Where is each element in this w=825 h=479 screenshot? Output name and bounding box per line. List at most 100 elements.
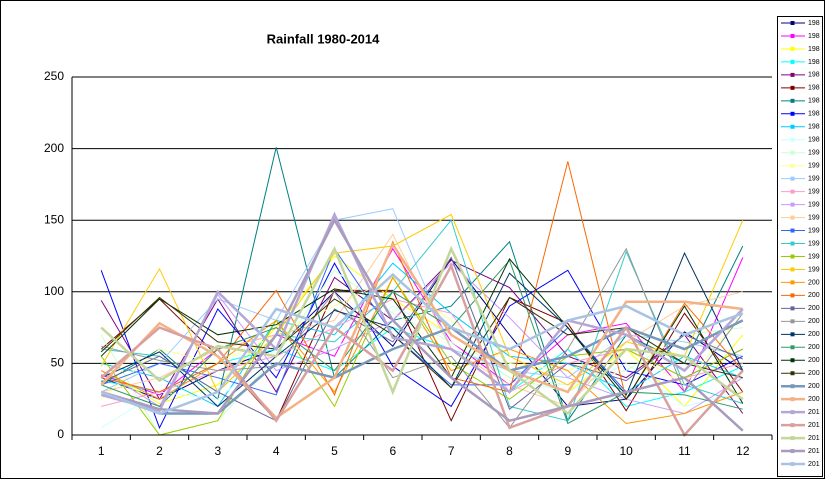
legend-label: 199 bbox=[808, 266, 820, 273]
y-tick-label: 0 bbox=[57, 427, 64, 441]
legend-label: 201 bbox=[808, 448, 820, 455]
legend-marker bbox=[790, 462, 795, 467]
legend-label: 200 bbox=[808, 292, 820, 299]
legend-marker bbox=[790, 21, 795, 25]
legend-label: 199 bbox=[808, 176, 820, 183]
legend-label: 198 bbox=[808, 85, 820, 92]
legend-label: 198 bbox=[808, 20, 820, 27]
legend-label: 200 bbox=[808, 357, 820, 364]
legend-label: 201 bbox=[808, 409, 820, 416]
legend-label: 201 bbox=[808, 461, 820, 468]
legend-label: 198 bbox=[808, 98, 820, 105]
legend-marker bbox=[790, 189, 795, 194]
legend-marker bbox=[790, 332, 795, 337]
legend-marker bbox=[790, 345, 795, 350]
legend-label: 200 bbox=[808, 383, 820, 390]
legend-marker bbox=[790, 397, 795, 402]
legend-label: 200 bbox=[808, 396, 820, 403]
series-line bbox=[100, 217, 744, 432]
legend-label: 199 bbox=[808, 150, 820, 157]
legend-label: 199 bbox=[808, 227, 820, 234]
legend-label: 198 bbox=[808, 124, 820, 131]
legend-marker bbox=[790, 33, 795, 38]
legend-marker bbox=[790, 449, 795, 454]
legend-label: 200 bbox=[808, 331, 820, 338]
legend-label: 200 bbox=[808, 305, 820, 312]
legend-marker bbox=[790, 150, 795, 155]
legend-label: 199 bbox=[808, 214, 820, 221]
x-tick-label: 3 bbox=[214, 444, 221, 458]
legend-label: 199 bbox=[808, 201, 820, 208]
legend-marker bbox=[790, 241, 795, 246]
legend-marker bbox=[790, 72, 795, 77]
chart-title: Rainfall 1980-2014 bbox=[267, 31, 381, 46]
y-tick-label: 100 bbox=[44, 284, 64, 298]
legend-marker bbox=[790, 85, 795, 90]
legend-marker bbox=[790, 319, 795, 324]
legend-marker bbox=[790, 384, 795, 389]
legend-label: 201 bbox=[808, 435, 820, 442]
series-line bbox=[101, 247, 744, 429]
legend-marker bbox=[790, 228, 795, 233]
legend-marker bbox=[790, 124, 795, 129]
legend-marker bbox=[790, 137, 795, 142]
x-tick-label: 7 bbox=[448, 444, 455, 458]
legend-label: 200 bbox=[808, 279, 820, 286]
legend-marker bbox=[790, 163, 795, 168]
x-tick-label: 2 bbox=[156, 444, 163, 458]
legend-marker bbox=[790, 306, 795, 311]
legend-label: 199 bbox=[808, 188, 820, 195]
legend-marker bbox=[790, 371, 795, 376]
legend-label: 200 bbox=[808, 344, 820, 351]
x-tick-label: 10 bbox=[619, 444, 633, 458]
legend-label: 200 bbox=[808, 370, 820, 377]
y-tick-label: 200 bbox=[44, 141, 64, 155]
legend-marker bbox=[790, 46, 795, 51]
y-tick-label: 150 bbox=[44, 212, 64, 226]
legend-marker bbox=[790, 358, 795, 363]
legend-marker bbox=[790, 98, 795, 103]
legend-marker bbox=[790, 293, 795, 298]
series-line bbox=[100, 296, 743, 389]
legend-label: 198 bbox=[808, 137, 820, 144]
legend-marker bbox=[790, 280, 795, 285]
series-line bbox=[100, 211, 744, 413]
x-tick-label: 12 bbox=[736, 444, 750, 458]
x-tick-label: 5 bbox=[331, 444, 338, 458]
legend-label: 198 bbox=[808, 33, 820, 40]
legend-label: 200 bbox=[808, 318, 820, 325]
x-tick-label: 11 bbox=[678, 444, 691, 458]
legend-marker bbox=[790, 254, 795, 259]
legend-marker bbox=[790, 176, 795, 181]
series-line bbox=[101, 247, 744, 396]
legend-marker bbox=[790, 59, 795, 64]
x-tick-label: 4 bbox=[273, 444, 280, 458]
legend-marker bbox=[790, 202, 795, 207]
y-tick-label: 250 bbox=[44, 69, 64, 83]
series-line bbox=[100, 251, 744, 408]
legend-label: 201 bbox=[808, 422, 820, 429]
series-line bbox=[101, 259, 743, 425]
legend-label: 199 bbox=[808, 240, 820, 247]
x-tick-label: 1 bbox=[98, 444, 105, 458]
series-line bbox=[100, 272, 744, 415]
legend-marker bbox=[790, 423, 795, 428]
legend-marker bbox=[790, 410, 795, 415]
legend-marker bbox=[790, 215, 795, 220]
legend-marker bbox=[790, 436, 795, 441]
legend-label: 199 bbox=[808, 253, 820, 260]
legend-label: 198 bbox=[808, 46, 820, 53]
legend-marker bbox=[790, 111, 795, 116]
x-tick-label: 9 bbox=[564, 444, 571, 458]
legend-label: 198 bbox=[808, 59, 820, 66]
legend-label: 198 bbox=[808, 111, 820, 118]
y-tick-label: 50 bbox=[51, 356, 65, 370]
series-line bbox=[100, 245, 744, 416]
legend-label: 199 bbox=[808, 163, 820, 170]
legend-label: 198 bbox=[808, 72, 820, 79]
x-tick-label: 8 bbox=[506, 444, 513, 458]
x-tick-label: 6 bbox=[389, 444, 396, 458]
legend-marker bbox=[790, 267, 795, 272]
